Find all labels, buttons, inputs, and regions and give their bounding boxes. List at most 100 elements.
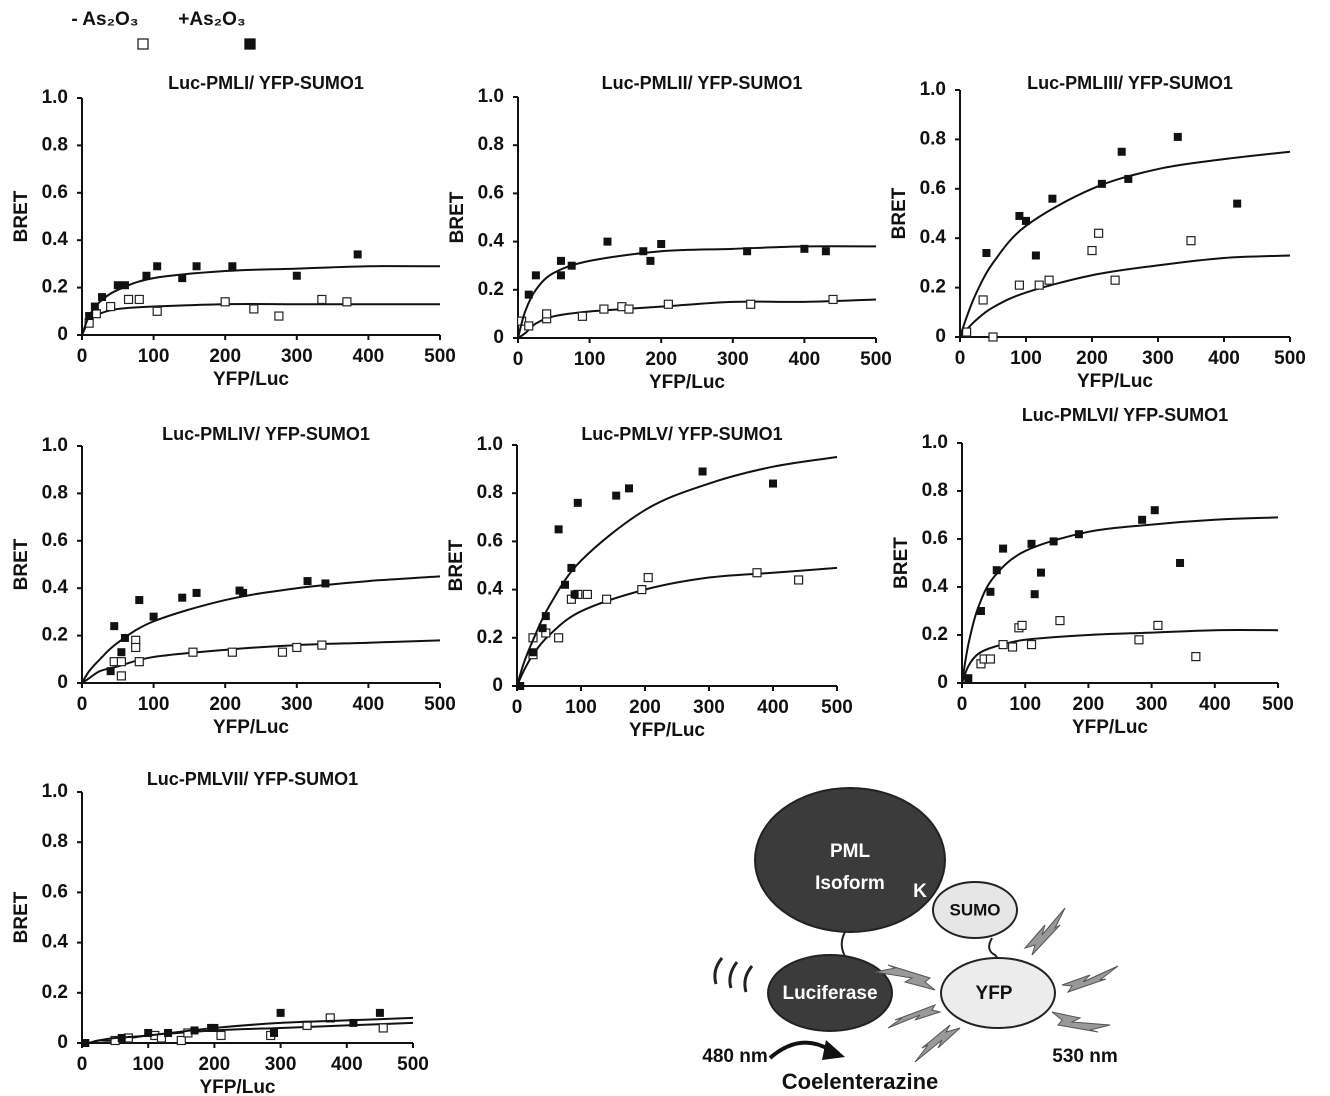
excitation-label: 480 nm xyxy=(702,1046,767,1067)
legend-marker xyxy=(137,38,149,50)
open-marker xyxy=(378,1023,388,1033)
open-marker xyxy=(106,301,116,312)
y-tick-label: 0.8 xyxy=(42,482,68,503)
open-marker xyxy=(637,584,647,595)
pml-label: PML xyxy=(830,841,871,862)
x-tick-label: 0 xyxy=(955,348,966,369)
filled-marker xyxy=(98,293,107,302)
y-tick-label: 0.4 xyxy=(42,229,69,250)
filled-marker xyxy=(821,247,830,256)
y-axis-label: BRET xyxy=(11,891,32,943)
open-marker xyxy=(553,633,564,643)
x-tick-label: 200 xyxy=(199,1054,231,1075)
open-marker xyxy=(152,306,162,316)
filled-marker xyxy=(800,244,809,253)
fit-curve xyxy=(961,516,1279,684)
y-tick-label: 0.4 xyxy=(42,577,69,598)
filled-marker xyxy=(90,302,99,311)
filled-marker xyxy=(1173,132,1182,141)
x-tick-label: 400 xyxy=(353,694,385,715)
chart-panel: Luc-PMLIII/ YFP-SUMO1 0 0.2 0.4 0.6 0.8 1.0 0 10… xyxy=(889,73,1306,392)
open-marker xyxy=(123,294,134,305)
y-tick-label: 0.4 xyxy=(477,579,504,600)
filled-marker xyxy=(321,579,330,588)
filled-marker xyxy=(570,590,579,599)
open-marker xyxy=(828,294,838,305)
filled-marker xyxy=(375,1008,384,1017)
x-tick-label: 400 xyxy=(789,349,821,370)
x-axis-label: YFP/Luc xyxy=(649,372,725,393)
y-tick-label: 0 xyxy=(937,672,948,693)
bret-diagram: PML Isoform K SUMO Luciferase YFP 480 nm… xyxy=(702,787,1119,1094)
filled-marker xyxy=(556,256,565,265)
filled-marker xyxy=(567,261,576,270)
open-marker xyxy=(1026,639,1037,650)
filled-marker xyxy=(164,1028,173,1037)
open-marker xyxy=(277,647,288,657)
x-tick-label: 300 xyxy=(1136,694,1168,715)
open-marker xyxy=(317,640,327,650)
open-marker xyxy=(988,332,998,342)
open-marker xyxy=(624,304,634,314)
filled-marker xyxy=(999,544,1008,553)
y-tick-label: 1.0 xyxy=(42,435,68,456)
open-marker xyxy=(599,304,609,314)
x-tick-label: 200 xyxy=(209,346,241,367)
fit-curve xyxy=(517,298,877,339)
filled-marker xyxy=(1049,537,1058,546)
x-axis-label: YFP/Luc xyxy=(213,369,289,390)
pml-shape xyxy=(754,787,946,933)
open-marker xyxy=(1017,620,1027,631)
chart-panel: Luc-PMLII/ YFP-SUMO1 0 0.2 0.4 0.6 0.8 1.0 0 100… xyxy=(447,73,892,393)
filled-marker xyxy=(524,290,533,299)
open-marker xyxy=(961,327,972,337)
filled-marker xyxy=(269,1028,278,1037)
x-tick-label: 500 xyxy=(1274,348,1306,369)
filled-marker xyxy=(982,249,991,258)
chart-title: Luc-PMLV/ YFP-SUMO1 xyxy=(581,424,782,444)
filled-marker xyxy=(976,607,985,615)
open-marker xyxy=(1191,651,1201,662)
filled-marker xyxy=(1027,539,1036,548)
filled-marker xyxy=(349,1018,358,1027)
open-marker xyxy=(663,299,673,309)
x-tick-label: 200 xyxy=(629,697,661,718)
x-tick-label: 100 xyxy=(138,346,170,367)
x-tick-label: 100 xyxy=(565,697,597,718)
x-tick-label: 300 xyxy=(281,346,313,367)
x-tick-label: 0 xyxy=(512,697,523,718)
open-marker xyxy=(188,647,198,657)
chart-panel: Luc-PMLI/ YFP-SUMO1 0 0.2 0.4 0.6 0.8 1.0 0 100 2… xyxy=(11,73,456,390)
y-tick-label: 0.2 xyxy=(478,279,504,300)
arrow xyxy=(768,1040,832,1060)
chart-title: Luc-PMLIII/ YFP-SUMO1 xyxy=(1027,73,1233,93)
open-marker xyxy=(91,309,101,319)
x-tick-label: 200 xyxy=(1076,348,1108,369)
light-bolts xyxy=(874,907,1119,1063)
filled-marker xyxy=(144,1028,153,1037)
filled-marker xyxy=(178,274,187,283)
y-tick-label: 0 xyxy=(57,672,68,693)
filled-marker xyxy=(531,271,540,280)
y-tick-label: 0.2 xyxy=(42,982,68,1003)
y-tick-label: 0.4 xyxy=(42,932,69,953)
open-marker xyxy=(746,299,756,309)
chart-title: Luc-PMLII/ YFP-SUMO1 xyxy=(602,73,803,93)
filled-marker xyxy=(538,624,547,633)
open-marker xyxy=(752,568,762,578)
filled-marker xyxy=(1176,559,1185,567)
open-marker xyxy=(292,642,302,653)
filled-marker xyxy=(556,271,565,280)
chart-panel: Luc-PMLIV/ YFP-SUMO1 0 0.2 0.4 0.6 0.8 1.0 0 100… xyxy=(11,424,456,738)
filled-marker xyxy=(190,1026,199,1035)
open-marker xyxy=(134,294,144,305)
open-marker xyxy=(577,311,588,321)
open-marker xyxy=(1134,635,1144,645)
y-axis-label: BRET xyxy=(447,191,468,243)
filled-marker xyxy=(1022,216,1030,225)
filled-marker xyxy=(135,596,144,605)
filled-marker xyxy=(1015,211,1024,220)
substrate-label: Coelenterazine xyxy=(782,1069,939,1094)
filled-marker xyxy=(192,262,201,271)
legend-label: - As₂O₃ xyxy=(71,9,138,30)
